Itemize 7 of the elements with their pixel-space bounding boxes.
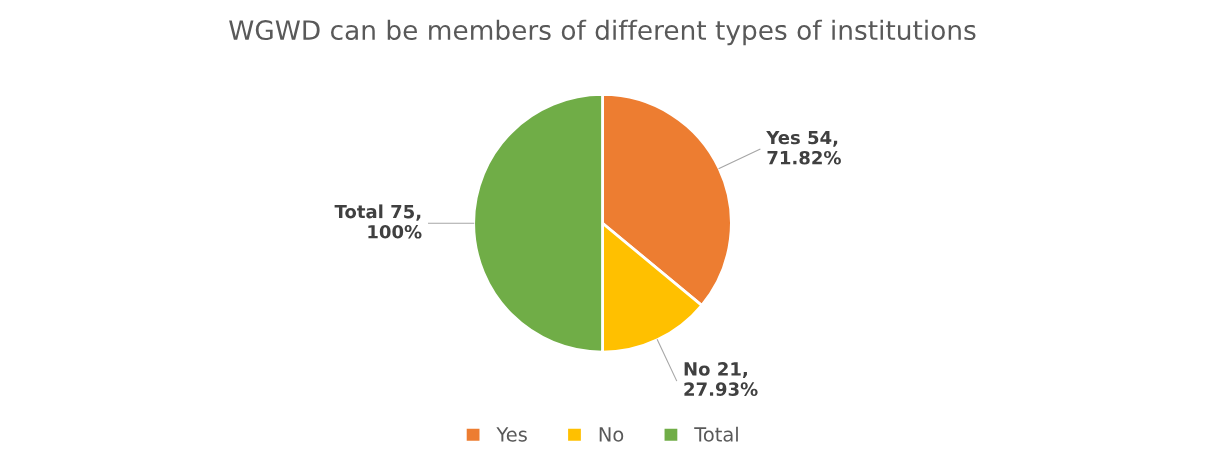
data-label: Total 75, 100%: [334, 204, 422, 239]
data-label: Yes 54, 71.82%: [766, 130, 841, 165]
chart-title: WGWD can be members of different types of institutions: [229, 19, 976, 46]
data-label: No 21, 27.93%: [684, 362, 758, 396]
legend-label: Total: [694, 426, 738, 442]
legend-label: No: [599, 427, 624, 442]
legend-label: Yes: [496, 427, 527, 442]
